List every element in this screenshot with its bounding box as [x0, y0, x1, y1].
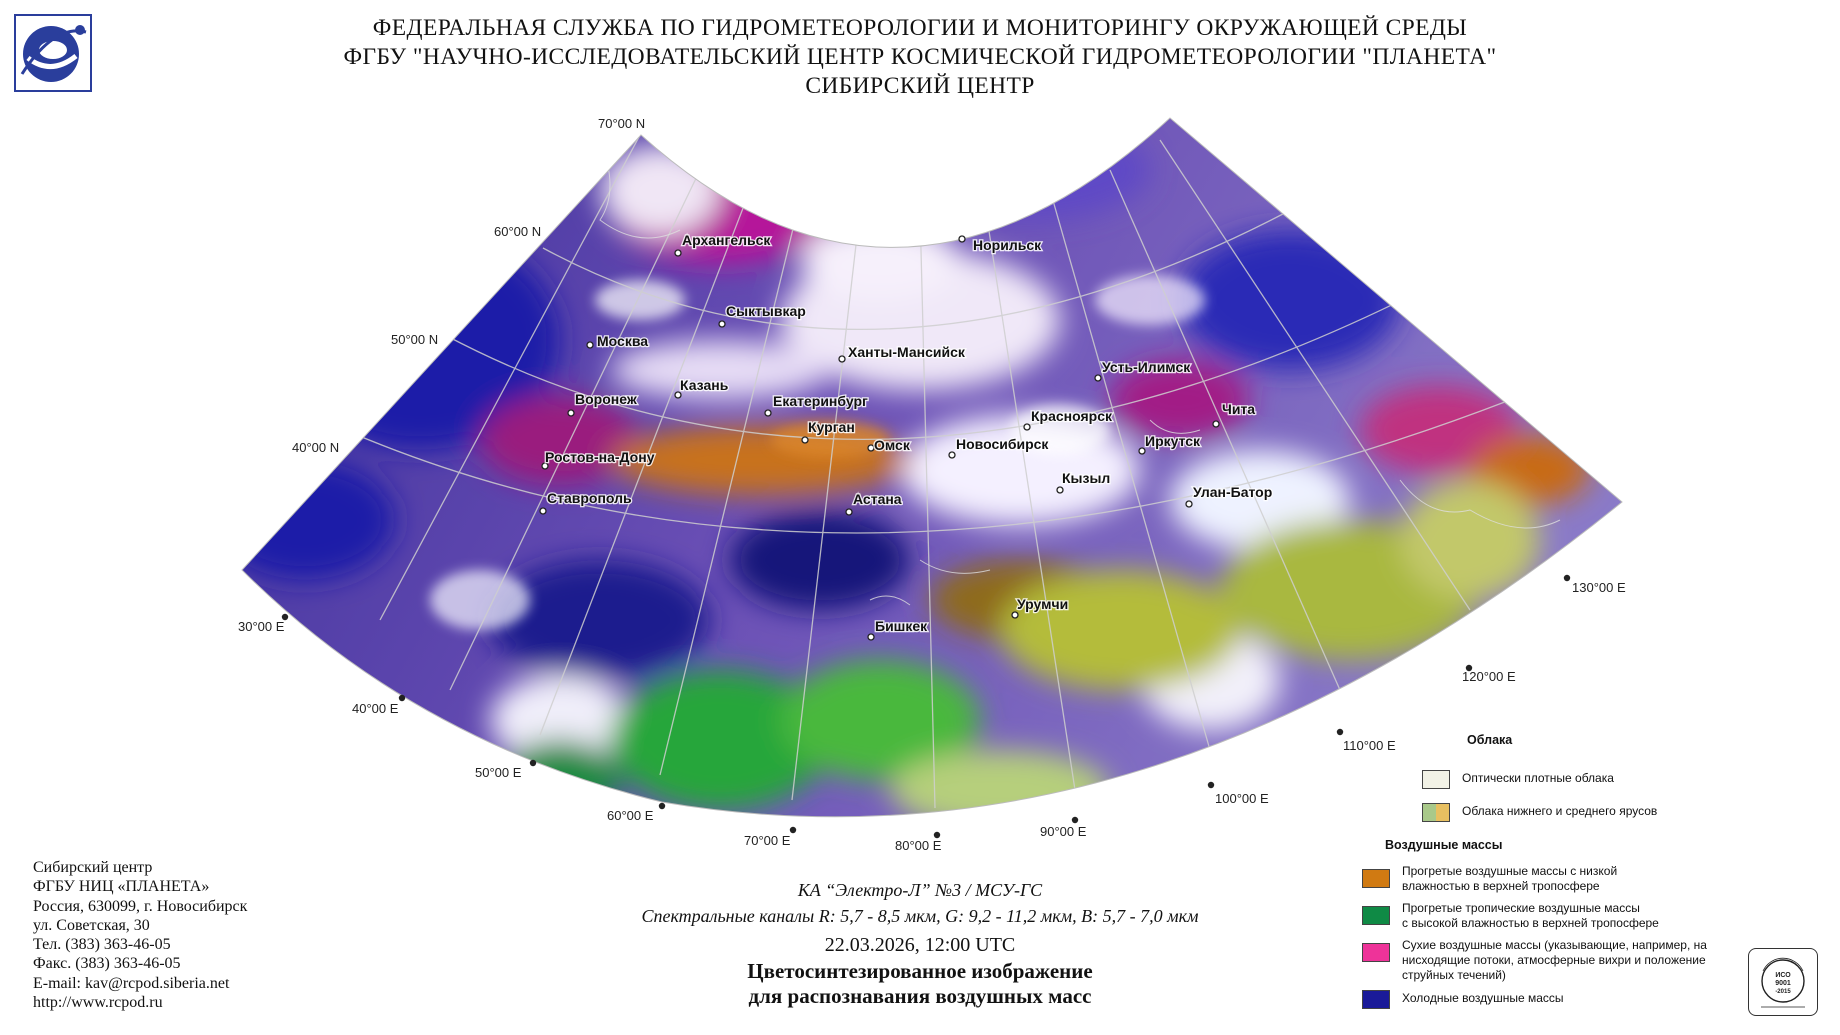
map-frame: [241, 117, 1623, 818]
city-urumqi: Урумчи: [1017, 596, 1068, 612]
legend-warm-dry-line-1: Прогретые воздушные массы с низкой: [1402, 864, 1618, 878]
image-title-line-1: Цветосинтезированное изображение: [747, 959, 1093, 983]
legend-cold-label: Холодные воздушные массы: [1402, 991, 1564, 1005]
contact-email[interactable]: E-mail: kav@rcpod.siberia.net: [33, 974, 230, 992]
image-datetime: 22.03.2026, 12:00 UTC: [824, 934, 1016, 956]
city-omsk: Омск: [874, 437, 911, 453]
contact-info: Сибирский центр ФГБУ НИЦ «ПЛАНЕТА» Росси…: [33, 858, 247, 1012]
city-irkutsk: Иркутск: [1145, 433, 1201, 449]
contact-fax: Факс. (383) 363-46-05: [33, 955, 181, 973]
satellite-name: КА “Электро-Л” №3 / МСУ-ГС: [797, 880, 1043, 900]
image-caption: КА “Электро-Л” №3 / МСУ-ГС Спектральные …: [560, 877, 1280, 1009]
legend-dry-line-3: струйных течений): [1402, 968, 1506, 982]
lon-label-130: 130°00 E: [1572, 580, 1626, 595]
swatch-low-mid-clouds: [1422, 803, 1450, 822]
contact-street: ул. Советская, 30: [33, 916, 150, 934]
image-title-line-2: для распознавания воздушных масс: [748, 984, 1092, 1008]
contact-org: Сибирский центр: [33, 859, 153, 876]
svg-text:ИСО: ИСО: [1775, 972, 1791, 979]
city-syktyvkar: Сыктывкар: [726, 303, 806, 319]
lon-label-40: 40°00 E: [352, 701, 399, 716]
legend-warm-moist-line-2: с высокой влажностью в верхней тропосфер…: [1402, 916, 1659, 930]
header-line-2: ФГБУ "НАУЧНО-ИССЛЕДОВАТЕЛЬСКИЙ ЦЕНТР КОС…: [343, 44, 1497, 70]
planeta-logo-icon: [14, 14, 92, 92]
lon-label-70: 70°00 E: [744, 833, 791, 848]
legend-warm-dry-line-2: влажностью в верхней тропосфере: [1402, 879, 1600, 893]
contact-city: Россия, 630099, г. Новосибирск: [33, 897, 248, 915]
legend-airmass-heading: Воздушные массы: [1385, 838, 1503, 852]
iso-certification-icon: ИСО 9001 -2015: [1748, 948, 1818, 1016]
lat-label-70: 70°00 N: [598, 116, 645, 131]
city-kurgan: Курган: [808, 419, 855, 435]
city-khanty-mansiysk: Ханты-Мансийск: [848, 344, 966, 360]
city-ekaterinburg: Екатеринбург: [773, 393, 868, 409]
city-kazan: Казань: [680, 377, 729, 393]
city-arkhangelsk: Архангельск: [682, 232, 771, 248]
lon-label-110: 110°00 E: [1343, 738, 1396, 753]
lon-label-120: 120°00 E: [1462, 669, 1516, 684]
legend-dry: Сухие воздушные массы (указывающие, напр…: [1362, 938, 1707, 983]
city-astana: Астана: [853, 491, 902, 507]
lon-label-80: 80°00 E: [895, 838, 942, 853]
swatch-warm-moist: [1362, 906, 1390, 925]
legend-dense-clouds-label: Оптически плотные облака: [1462, 771, 1614, 785]
city-novosibirsk: Новосибирск: [956, 436, 1049, 452]
city-ulan-bator: Улан-Батор: [1193, 484, 1272, 500]
contact-website[interactable]: http://www.rcpod.ru: [33, 994, 163, 1012]
city-norilsk: Норильск: [973, 237, 1042, 253]
city-krasnoyarsk: Красноярск: [1031, 408, 1113, 424]
legend-low-mid-clouds: Облака нижнего и среднего ярусов: [1422, 803, 1657, 822]
header-line-3: СИБИРСКИЙ ЦЕНТР: [805, 73, 1035, 99]
city-kyzyl: Кызыл: [1062, 470, 1110, 486]
swatch-warm-dry: [1362, 869, 1390, 888]
svg-text:-2015: -2015: [1775, 989, 1791, 995]
legend-clouds-heading: Облака: [1467, 733, 1513, 747]
contact-phone: Тел. (383) 363-46-05: [33, 936, 171, 954]
city-ust-ilimsk: Усть-Илимск: [1102, 359, 1191, 375]
legend-warm-moist-line-1: Прогретые тропичеcкие воздушные массы: [1402, 901, 1640, 915]
header-line-1: ФЕДЕРАЛЬНАЯ СЛУЖБА ПО ГИДРОМЕТЕОРОЛОГИИ …: [372, 15, 1468, 41]
lon-label-30: 30°00 E: [238, 619, 285, 634]
legend-dense-clouds: Оптически плотные облака: [1422, 770, 1614, 789]
legend-warm-dry: Прогретые воздушные массы с низкой влажн…: [1362, 864, 1617, 894]
city-moskva: Москва: [597, 333, 648, 349]
swatch-dry: [1362, 943, 1390, 962]
city-bishkek: Бишкек: [875, 618, 928, 634]
lon-label-60: 60°00 E: [607, 808, 654, 823]
svg-text:9001: 9001: [1775, 980, 1791, 987]
lon-label-100: 100°00 E: [1215, 791, 1269, 806]
city-stavropol: Ставрополь: [547, 490, 632, 506]
swatch-dense-clouds: [1422, 770, 1450, 789]
lon-label-50: 50°00 E: [475, 765, 522, 780]
city-rostov-na-donu: Ростов-на-Дону: [545, 449, 655, 465]
header: ФЕДЕРАЛЬНАЯ СЛУЖБА ПО ГИДРОМЕТЕОРОЛОГИИ …: [0, 14, 1840, 101]
legend-low-mid-clouds-label: Облака нижнего и среднего ярусов: [1462, 804, 1658, 818]
legend-dry-line-1: Сухие воздушные массы (указывающие, напр…: [1402, 938, 1707, 952]
legend-warm-moist: Прогретые тропичеcкие воздушные массы с …: [1362, 901, 1659, 931]
city-chita: Чита: [1222, 401, 1255, 417]
legend-dry-line-2: нисходящие потоки, атмосферные вихри и п…: [1402, 953, 1706, 967]
lon-label-90: 90°00 E: [1040, 824, 1087, 839]
contact-institute: ФГБУ НИЦ «ПЛАНЕТА»: [33, 878, 210, 896]
spectral-channels: Спектральные каналы R: 5,7 - 8,5 мкм, G:…: [641, 906, 1199, 926]
satellite-image: [242, 118, 1622, 817]
lat-label-50: 50°00 N: [391, 332, 438, 347]
lat-label-60: 60°00 N: [494, 224, 541, 239]
legend-cold: Холодные воздушные массы: [1362, 990, 1564, 1009]
lat-label-40: 40°00 N: [292, 440, 339, 455]
swatch-cold: [1362, 990, 1390, 1009]
city-voronezh: Воронеж: [575, 391, 638, 407]
